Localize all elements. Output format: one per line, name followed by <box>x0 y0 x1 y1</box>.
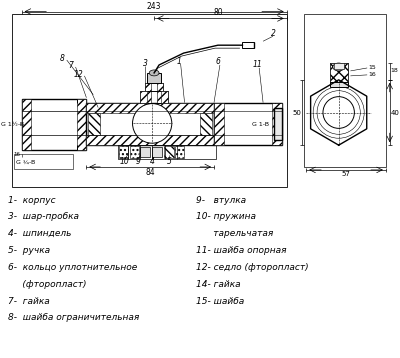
Text: 10: 10 <box>120 158 130 166</box>
Bar <box>161 91 168 103</box>
Bar <box>214 103 224 145</box>
Text: 2: 2 <box>270 29 275 38</box>
Bar <box>76 99 86 150</box>
Text: 12: 12 <box>74 71 84 79</box>
Text: 50: 50 <box>292 110 301 116</box>
Text: 5-  ручка: 5- ручка <box>8 246 50 255</box>
Text: 11- шайба опорная: 11- шайба опорная <box>196 246 287 255</box>
Text: G 1-B: G 1-B <box>252 122 269 127</box>
Bar <box>145 83 163 103</box>
Text: 5: 5 <box>166 158 171 166</box>
Text: 16: 16 <box>14 152 21 157</box>
Text: 7: 7 <box>68 62 73 71</box>
Bar <box>304 14 386 167</box>
Bar <box>147 73 161 83</box>
Bar <box>330 82 348 87</box>
Text: 1: 1 <box>176 57 181 66</box>
Bar <box>330 63 348 82</box>
Text: 9-   втулка: 9- втулка <box>196 196 246 205</box>
Bar <box>140 147 150 157</box>
Bar <box>214 103 282 145</box>
Text: 84: 84 <box>145 168 155 177</box>
Bar <box>200 112 212 135</box>
Text: 16: 16 <box>368 72 376 77</box>
Bar <box>157 83 163 103</box>
Text: G 1½-B: G 1½-B <box>1 122 24 127</box>
Text: тарельчатая: тарельчатая <box>196 229 274 238</box>
Text: 1-  корпус: 1- корпус <box>8 196 56 205</box>
Bar <box>86 135 214 145</box>
Text: 3: 3 <box>143 58 148 68</box>
Text: 18: 18 <box>391 68 398 73</box>
Text: 40: 40 <box>391 110 400 116</box>
Bar <box>140 91 147 103</box>
Bar <box>145 83 151 103</box>
Text: 15- шайба: 15- шайба <box>196 297 244 306</box>
Circle shape <box>132 103 172 143</box>
Bar <box>14 154 73 169</box>
Text: (фторопласт): (фторопласт) <box>8 280 86 289</box>
Bar <box>22 99 32 150</box>
Bar <box>164 146 174 158</box>
Text: 6-  кольцо уплотнительное: 6- кольцо уплотнительное <box>8 263 137 272</box>
Text: 57: 57 <box>341 171 350 177</box>
Bar <box>140 91 168 103</box>
Bar <box>22 99 86 150</box>
Bar <box>86 103 214 145</box>
Text: 6: 6 <box>216 57 220 66</box>
Text: 15: 15 <box>368 66 376 71</box>
Ellipse shape <box>333 63 344 71</box>
Bar <box>130 146 139 158</box>
Bar <box>119 146 128 158</box>
Text: 11: 11 <box>252 61 262 69</box>
Text: 4-  шпиндель: 4- шпиндель <box>8 229 71 238</box>
Text: 8-  шайба ограничительная: 8- шайба ограничительная <box>8 314 139 323</box>
Text: G ¾-B: G ¾-B <box>16 160 35 164</box>
Text: 10- пружина: 10- пружина <box>196 213 256 222</box>
Text: 14- гайка: 14- гайка <box>196 280 241 289</box>
Text: 7-  гайка: 7- гайка <box>8 297 50 306</box>
Bar <box>274 107 282 140</box>
Bar <box>272 103 282 145</box>
Text: 80: 80 <box>213 9 223 18</box>
Bar <box>118 145 216 159</box>
Text: 8: 8 <box>60 54 64 63</box>
Text: 4: 4 <box>150 158 154 166</box>
Bar <box>12 14 287 187</box>
Bar <box>330 63 348 82</box>
Bar <box>334 63 344 69</box>
Text: 243: 243 <box>147 1 161 10</box>
Bar <box>88 112 100 135</box>
Bar <box>175 146 184 158</box>
Bar <box>152 147 162 157</box>
Text: 3-  шар-пробка: 3- шар-пробка <box>8 213 79 222</box>
Ellipse shape <box>149 70 159 76</box>
Bar <box>86 103 214 112</box>
Text: 12- седло (фторопласт): 12- седло (фторопласт) <box>196 263 309 272</box>
Bar <box>242 42 254 48</box>
Text: 9: 9 <box>136 158 141 166</box>
